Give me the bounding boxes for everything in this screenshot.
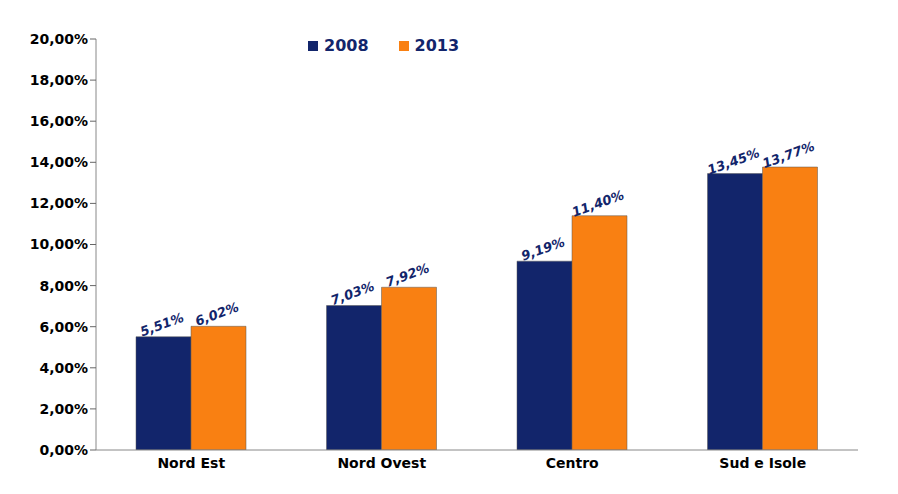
svg-text:10,00%: 10,00% bbox=[30, 236, 88, 252]
svg-text:6,02%: 6,02% bbox=[193, 299, 241, 329]
svg-text:9,19%: 9,19% bbox=[519, 234, 567, 264]
svg-text:20,00%: 20,00% bbox=[30, 31, 88, 47]
svg-text:8,00%: 8,00% bbox=[39, 278, 88, 294]
svg-text:7,03%: 7,03% bbox=[329, 279, 377, 309]
svg-text:2,00%: 2,00% bbox=[39, 401, 88, 417]
svg-text:11,40%: 11,40% bbox=[570, 187, 626, 220]
svg-text:13,77%: 13,77% bbox=[760, 138, 816, 171]
svg-text:Sud e Isole: Sud e Isole bbox=[719, 455, 806, 471]
svg-text:12,00%: 12,00% bbox=[30, 195, 88, 211]
svg-text:16,00%: 16,00% bbox=[30, 113, 88, 129]
html-text:2008: 2008 bbox=[324, 36, 369, 55]
svg-text:Nord Ovest: Nord Ovest bbox=[337, 455, 426, 471]
svg-text:13,45%: 13,45% bbox=[705, 145, 761, 178]
svg-text:0,00%: 0,00% bbox=[39, 442, 88, 458]
svg-text:7,92%: 7,92% bbox=[384, 260, 432, 290]
html-text:2013: 2013 bbox=[414, 36, 460, 55]
svg-text:14,00%: 14,00% bbox=[30, 154, 88, 170]
svg-text:Centro: Centro bbox=[546, 455, 599, 471]
svg-text:18,00%: 18,00% bbox=[30, 72, 88, 88]
svg-text:6,00%: 6,00% bbox=[39, 319, 88, 335]
svg-text:5,51%: 5,51% bbox=[138, 310, 186, 340]
svg-text:Nord Est: Nord Est bbox=[157, 455, 225, 471]
svg-text:4,00%: 4,00% bbox=[39, 360, 88, 376]
